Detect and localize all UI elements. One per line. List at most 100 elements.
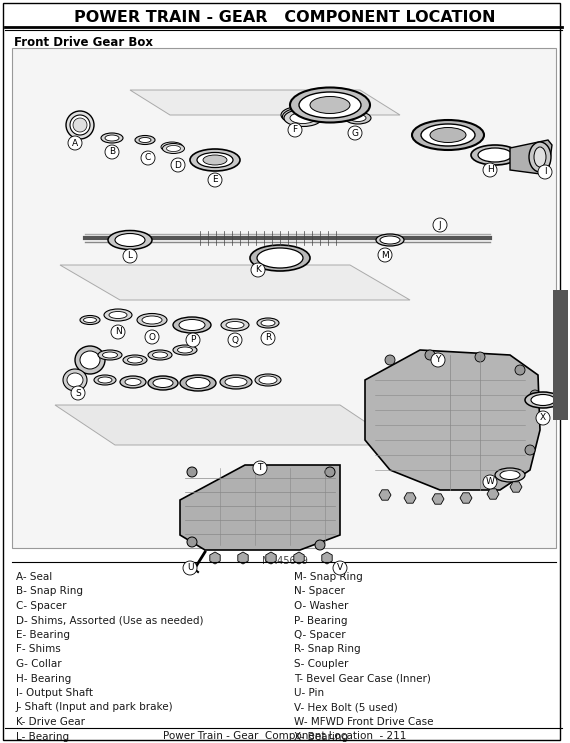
Ellipse shape xyxy=(186,377,210,389)
Ellipse shape xyxy=(290,112,316,123)
Text: J: J xyxy=(439,221,441,230)
Text: M: M xyxy=(381,250,389,259)
Ellipse shape xyxy=(148,350,172,360)
Polygon shape xyxy=(130,90,400,115)
Ellipse shape xyxy=(483,163,497,177)
Ellipse shape xyxy=(283,108,320,125)
Text: C- Spacer: C- Spacer xyxy=(16,601,67,611)
Ellipse shape xyxy=(111,325,125,339)
Ellipse shape xyxy=(98,350,122,360)
Text: F- Shims: F- Shims xyxy=(16,644,61,655)
Ellipse shape xyxy=(73,118,87,132)
Ellipse shape xyxy=(333,561,347,575)
Ellipse shape xyxy=(376,234,404,246)
Ellipse shape xyxy=(250,245,310,271)
Text: A- Seal: A- Seal xyxy=(16,572,52,582)
Ellipse shape xyxy=(261,320,275,326)
Text: Front Drive Gear Box: Front Drive Gear Box xyxy=(14,36,153,48)
Ellipse shape xyxy=(483,475,497,489)
Text: Q- Spacer: Q- Spacer xyxy=(294,630,345,640)
Ellipse shape xyxy=(120,376,146,388)
Ellipse shape xyxy=(348,126,362,140)
Ellipse shape xyxy=(115,233,145,247)
Polygon shape xyxy=(365,350,540,490)
Ellipse shape xyxy=(145,330,159,344)
Text: G: G xyxy=(352,129,359,137)
Bar xyxy=(553,290,568,420)
Text: M- Snap Ring: M- Snap Ring xyxy=(294,572,363,582)
Ellipse shape xyxy=(173,345,197,355)
Ellipse shape xyxy=(325,467,335,477)
Ellipse shape xyxy=(66,111,94,139)
Ellipse shape xyxy=(430,128,466,143)
Ellipse shape xyxy=(529,142,551,172)
Text: P- Bearing: P- Bearing xyxy=(294,615,348,626)
Text: U- Pin: U- Pin xyxy=(294,688,324,698)
Ellipse shape xyxy=(471,145,519,165)
Ellipse shape xyxy=(208,173,222,187)
Polygon shape xyxy=(55,405,400,445)
Text: N- Spacer: N- Spacer xyxy=(294,586,345,597)
Polygon shape xyxy=(432,494,444,504)
Ellipse shape xyxy=(128,357,142,363)
Text: K- Drive Gear: K- Drive Gear xyxy=(16,717,85,727)
Polygon shape xyxy=(266,552,276,564)
Text: O: O xyxy=(149,333,156,342)
Ellipse shape xyxy=(186,333,200,347)
Text: W- MFWD Front Drive Case: W- MFWD Front Drive Case xyxy=(294,717,434,727)
Ellipse shape xyxy=(495,468,525,482)
Ellipse shape xyxy=(478,148,512,162)
Ellipse shape xyxy=(255,374,281,386)
Ellipse shape xyxy=(75,346,105,374)
Ellipse shape xyxy=(538,165,552,179)
Polygon shape xyxy=(487,489,499,499)
Text: D: D xyxy=(174,160,181,169)
Ellipse shape xyxy=(203,155,227,165)
Ellipse shape xyxy=(525,392,561,408)
Text: L: L xyxy=(128,251,132,261)
Ellipse shape xyxy=(94,375,116,385)
Text: T: T xyxy=(257,464,263,473)
Text: W: W xyxy=(486,478,494,487)
Ellipse shape xyxy=(257,248,303,268)
Text: X: X xyxy=(540,414,546,423)
Ellipse shape xyxy=(345,112,371,124)
Ellipse shape xyxy=(287,109,313,120)
Ellipse shape xyxy=(173,317,211,333)
Ellipse shape xyxy=(220,375,252,389)
Text: P: P xyxy=(190,336,196,345)
Text: E- Bearing: E- Bearing xyxy=(16,630,70,640)
Polygon shape xyxy=(510,140,552,175)
Text: C: C xyxy=(145,154,151,163)
Ellipse shape xyxy=(105,135,119,141)
Ellipse shape xyxy=(148,376,178,390)
Polygon shape xyxy=(180,465,340,550)
Text: O- Washer: O- Washer xyxy=(294,601,348,611)
Ellipse shape xyxy=(103,352,117,358)
Ellipse shape xyxy=(380,236,400,244)
Ellipse shape xyxy=(431,353,445,367)
Text: H- Bearing: H- Bearing xyxy=(16,673,71,684)
Text: V- Hex Bolt (5 used): V- Hex Bolt (5 used) xyxy=(294,702,398,713)
Ellipse shape xyxy=(105,145,119,159)
Ellipse shape xyxy=(187,467,197,477)
Ellipse shape xyxy=(515,365,525,375)
Polygon shape xyxy=(60,265,410,300)
Text: MX45689: MX45689 xyxy=(262,556,308,566)
Ellipse shape xyxy=(425,350,435,360)
Ellipse shape xyxy=(257,318,279,328)
Text: A: A xyxy=(72,138,78,148)
Ellipse shape xyxy=(531,395,555,406)
Ellipse shape xyxy=(141,151,155,165)
Text: N: N xyxy=(115,328,121,337)
Ellipse shape xyxy=(83,317,96,322)
Text: T- Bevel Gear Case (Inner): T- Bevel Gear Case (Inner) xyxy=(294,673,431,684)
Ellipse shape xyxy=(104,309,132,321)
Ellipse shape xyxy=(142,316,162,324)
Ellipse shape xyxy=(525,445,535,455)
Text: Y: Y xyxy=(435,355,441,365)
Ellipse shape xyxy=(536,411,550,425)
Ellipse shape xyxy=(98,377,112,383)
Ellipse shape xyxy=(153,352,168,358)
Ellipse shape xyxy=(135,135,155,144)
